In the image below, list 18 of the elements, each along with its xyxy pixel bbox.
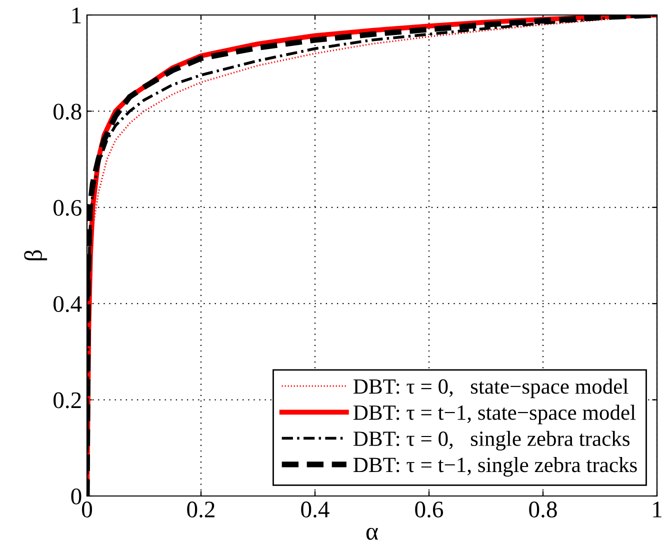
y-tick-label: 0.8 xyxy=(54,104,82,120)
x-tick-label: 0 xyxy=(82,502,92,518)
x-tick-label: 0.8 xyxy=(529,502,557,518)
legend-label: DBT: τ = 0, single zebra tracks xyxy=(354,430,630,450)
legend-label: DBT: τ = t−1, state−space model xyxy=(354,404,636,424)
x-tick-label: 0.2 xyxy=(187,502,214,518)
y-tick-label: 0.4 xyxy=(54,296,82,312)
y-tick-label: 1 xyxy=(72,8,81,24)
y-axis-title: β xyxy=(24,250,48,260)
x-tick-label: 1 xyxy=(653,502,662,518)
legend-label: DBT: τ = t−1, single zebra tracks xyxy=(354,457,637,477)
x-tick-label: 0.4 xyxy=(301,502,330,518)
y-tick-label: 0 xyxy=(71,488,82,504)
x-axis-title: α xyxy=(366,528,378,540)
y-tick-label: 0.2 xyxy=(54,392,81,408)
y-tick-label: 0.6 xyxy=(54,200,82,216)
legend-label: DBT: τ = 0, state−space model xyxy=(354,378,628,398)
x-tick-label: 0.6 xyxy=(415,502,444,518)
